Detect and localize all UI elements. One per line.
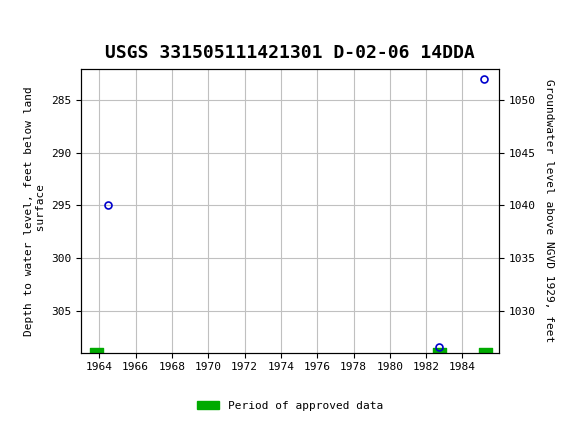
Text: USGS 331505111421301 D-02-06 14DDA: USGS 331505111421301 D-02-06 14DDA [105, 44, 475, 62]
Legend: Period of approved data: Period of approved data [193, 396, 387, 415]
Y-axis label: Groundwater level above NGVD 1929, feet: Groundwater level above NGVD 1929, feet [544, 79, 554, 342]
Text: ≡USGS: ≡USGS [12, 16, 78, 36]
Y-axis label: Depth to water level, feet below land
 surface: Depth to water level, feet below land su… [24, 86, 46, 335]
